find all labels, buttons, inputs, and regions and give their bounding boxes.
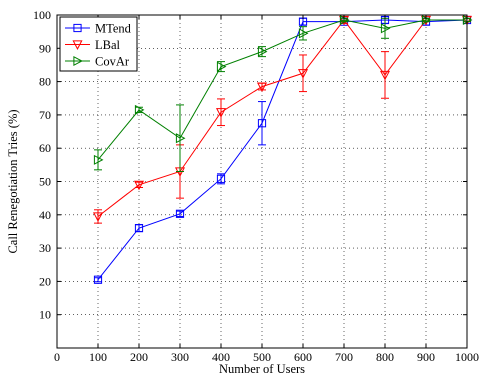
data-point [257, 46, 268, 57]
x-tick-label: 300 [171, 350, 189, 364]
data-point [92, 212, 104, 222]
series-lbal [92, 15, 473, 224]
data-point [215, 108, 227, 118]
x-axis-label: Number of Users [219, 362, 305, 374]
y-tick-label: 20 [39, 274, 51, 288]
x-tick-label: 800 [376, 350, 394, 364]
legend-marker [73, 23, 82, 33]
x-tick-label: 900 [417, 350, 435, 364]
y-tick-label: 40 [39, 208, 51, 222]
series-covar [93, 14, 473, 173]
y-tick-label: 60 [39, 141, 51, 155]
data-point [297, 69, 309, 79]
axis-ticks: 0 100 200 300 400 500 600 700 800 900 1000 10 20 30 40… [33, 8, 479, 364]
series-line [97, 19, 467, 161]
x-tick-label: 100 [89, 350, 107, 364]
legend-marker [72, 40, 83, 50]
series-line [97, 19, 468, 281]
y-tick-label: 30 [39, 241, 51, 255]
series-layer [92, 14, 473, 284]
x-tick-label: 1000 [455, 350, 479, 364]
data-point [175, 133, 186, 144]
data-point [257, 119, 267, 128]
y-tick-label: 10 [39, 308, 51, 322]
data-point [256, 82, 268, 93]
data-point [133, 180, 145, 191]
legend-label: CovAr [95, 55, 130, 69]
y-tick-label: 90 [39, 41, 51, 55]
x-tick-label: 600 [294, 350, 312, 364]
legend-label: MTend [95, 22, 132, 36]
x-tick-label: 700 [335, 350, 353, 364]
data-point [134, 224, 144, 233]
data-point [93, 154, 104, 165]
legend: MTend LBal CovAr [59, 16, 138, 72]
x-tick-label: 0 [54, 350, 60, 364]
data-point [379, 70, 391, 81]
data-point [298, 28, 309, 39]
data-point [93, 275, 103, 284]
x-tick-label: 200 [130, 350, 148, 364]
data-point [134, 104, 145, 115]
x-tick-label: 400 [212, 350, 230, 364]
data-point [175, 209, 185, 218]
y-tick-label: 70 [39, 108, 51, 122]
y-tick-label: 50 [39, 175, 51, 189]
y-axis-label: Call Renegotiation Tries (%) [6, 109, 20, 253]
y-tick-label: 80 [39, 75, 51, 89]
data-point [216, 174, 226, 183]
series-mtend [93, 15, 472, 284]
legend-marker [73, 55, 83, 67]
data-point [380, 23, 391, 34]
legend-label: LBal [95, 38, 121, 52]
x-tick-label: 500 [253, 350, 271, 364]
data-point [216, 61, 227, 72]
y-tick-label: 100 [33, 8, 51, 22]
series-line [97, 19, 467, 217]
